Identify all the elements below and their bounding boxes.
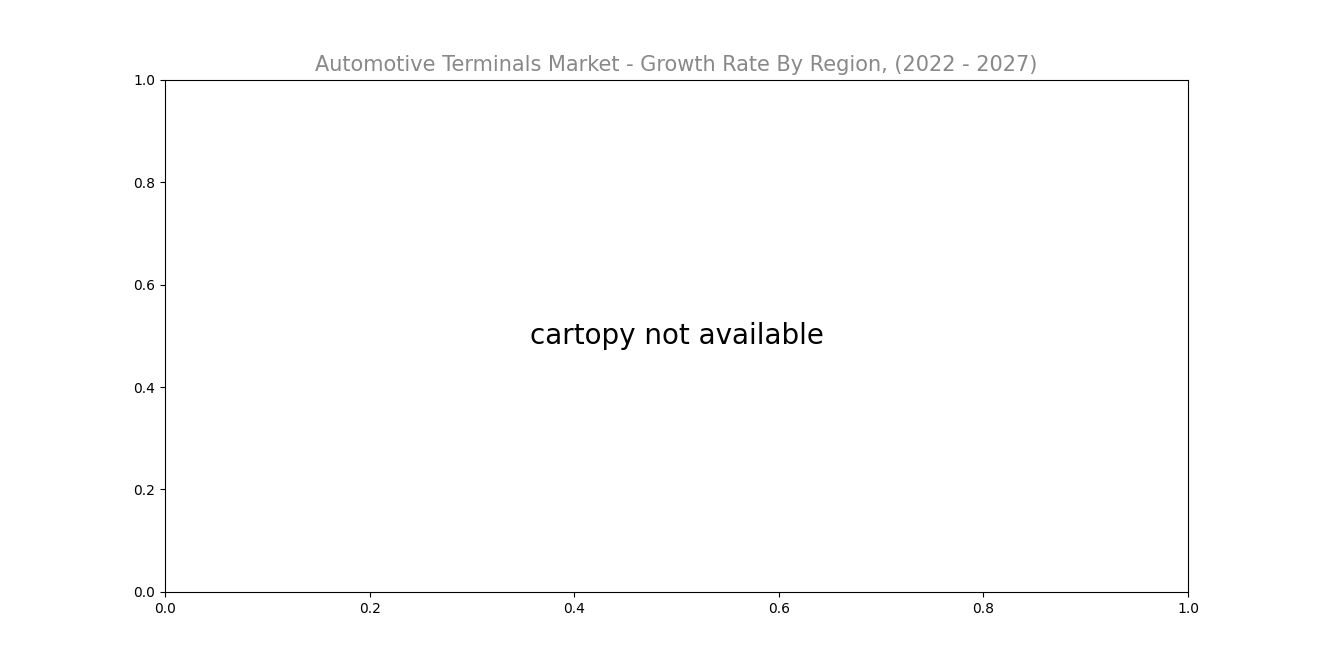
Text: cartopy not available: cartopy not available — [529, 322, 824, 350]
Title: Automotive Terminals Market - Growth Rate By Region, (2022 - 2027): Automotive Terminals Market - Growth Rat… — [315, 55, 1038, 75]
